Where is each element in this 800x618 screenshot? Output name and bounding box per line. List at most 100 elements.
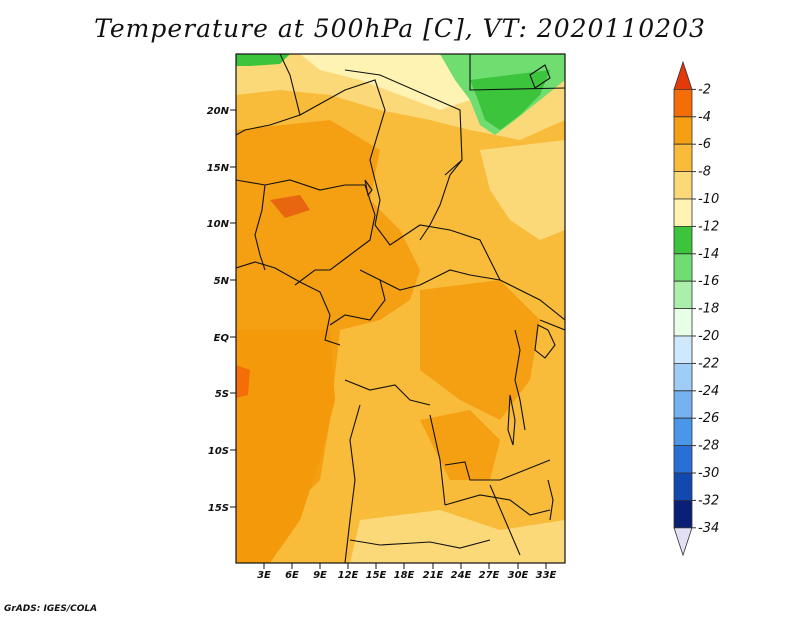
colorbar-label: -28 [698,439,719,454]
colorbar-segment [673,500,693,529]
lake-chad [364,179,373,197]
border-car-north [374,224,501,281]
field-warmest-atlantic [236,365,250,398]
colorbar-label: -2 [698,82,711,97]
colorbar-segment [673,527,693,557]
colorbar-segment [673,143,693,172]
border-car-south [379,269,501,291]
lake-victoria [534,324,556,359]
field-warm-ocean [236,330,335,563]
lat-tick: 5N [214,276,236,287]
lon-tick: 33E [536,563,557,581]
field-warm-south [420,410,500,480]
field-green-nw [236,54,290,66]
colorbar-label: -32 [698,493,719,508]
lon-tick: 3E [257,563,271,581]
border-zambia-drc [444,459,551,481]
border-zambia-zimbabwe [444,494,551,516]
lon-label: 24E [451,570,472,581]
colorbar-segment [673,89,693,118]
lat-tick: 5S [215,389,236,400]
colorbar-segment [673,445,693,474]
lat-label: 15S [208,503,229,514]
colorbar-label: -20 [698,329,719,344]
lon-tick: 30E [508,563,529,581]
colorbar-segment [673,390,693,419]
country-borders [236,54,565,563]
border-chad-sudan [419,159,463,241]
border-drc-east [514,329,526,431]
lon-label: 30E [508,570,529,581]
chart-title: Temperature at 500hPa [C], VT: 202011020… [94,14,706,43]
colorbar-label: -22 [698,356,719,371]
map-frame [235,53,566,564]
lon-label: 9E [313,570,327,581]
lon-axis: 3E 6E 9E 12E 15E 18E 21E 24E 27E 30E 33E [257,563,557,581]
border-nigeria-niger [236,179,365,191]
lat-label: 15N [207,163,230,174]
field-green-dark-ne [470,70,550,130]
colorbar-label: -24 [698,384,719,399]
lon-label: 27E [479,570,500,581]
colorbar-segment [673,253,693,282]
temperature-field [236,54,565,563]
border-libya-chad [344,69,463,176]
field-cool-east [480,140,565,240]
colorbar-segment [673,472,693,501]
lat-label: 5S [215,389,229,400]
lat-label: 5N [214,276,230,287]
lat-label: EQ [214,333,230,344]
colorbar-label: -34 [698,521,719,536]
colorbar-label: -18 [698,302,719,317]
border-mozambique [489,484,521,556]
lat-tick: EQ [214,333,236,344]
field-warmest-nigeria [270,195,310,218]
colorbar-segment [673,198,693,227]
lat-tick: 20N [207,106,236,117]
lon-tick: 12E [338,563,359,581]
border-benin-nigeria [254,184,266,271]
border-niger-chad [279,54,386,226]
colorbar-label: -6 [698,137,711,152]
colorbar-segment [673,308,693,337]
lon-tick: 27E [479,563,500,581]
colorbar-segment [673,226,693,255]
colorbar-segment [673,60,693,90]
border-nigeria-cameroon [294,184,376,286]
colorbar-segment [673,363,693,392]
lon-label: 6E [285,570,299,581]
colorbar-segment [673,116,693,145]
lat-tick: 10N [207,219,236,230]
colorbar-segment [673,417,693,446]
lat-tick: 15S [208,503,236,514]
border-sudan-uganda [499,279,565,321]
border-angola-west [344,404,361,563]
lon-tick: 18E [394,563,415,581]
colorbar-label: -8 [698,165,711,180]
border-algeria-niger [236,114,301,136]
border-kenya [539,319,565,331]
colorbar-label: -10 [698,192,719,207]
lake-tanganyika [507,394,516,446]
border-angola-zambia [429,414,446,506]
colorbar-label: -16 [698,274,719,289]
lon-label: 15E [366,570,387,581]
colorbar-segment [673,171,693,200]
lake-malawi [547,479,554,521]
lon-label: 12E [338,570,359,581]
colorbar-segment [673,335,693,364]
lon-tick: 15E [366,563,387,581]
colorbar-label: -14 [698,247,719,262]
field-cool-south [350,510,565,563]
colorbar-label: -12 [698,219,719,234]
lon-label: 33E [536,570,557,581]
field-warm-congo [420,280,540,420]
border-namibia-botswana [349,539,491,549]
lat-tick: 15N [207,163,236,174]
colorbar-label: -30 [698,466,719,481]
lat-axis: 20N 15N 10N 5N EQ 5S 10S 15S [207,106,236,514]
lat-label: 20N [207,106,230,117]
lon-tick: 9E [313,563,327,581]
lon-tick: 21E [423,563,444,581]
